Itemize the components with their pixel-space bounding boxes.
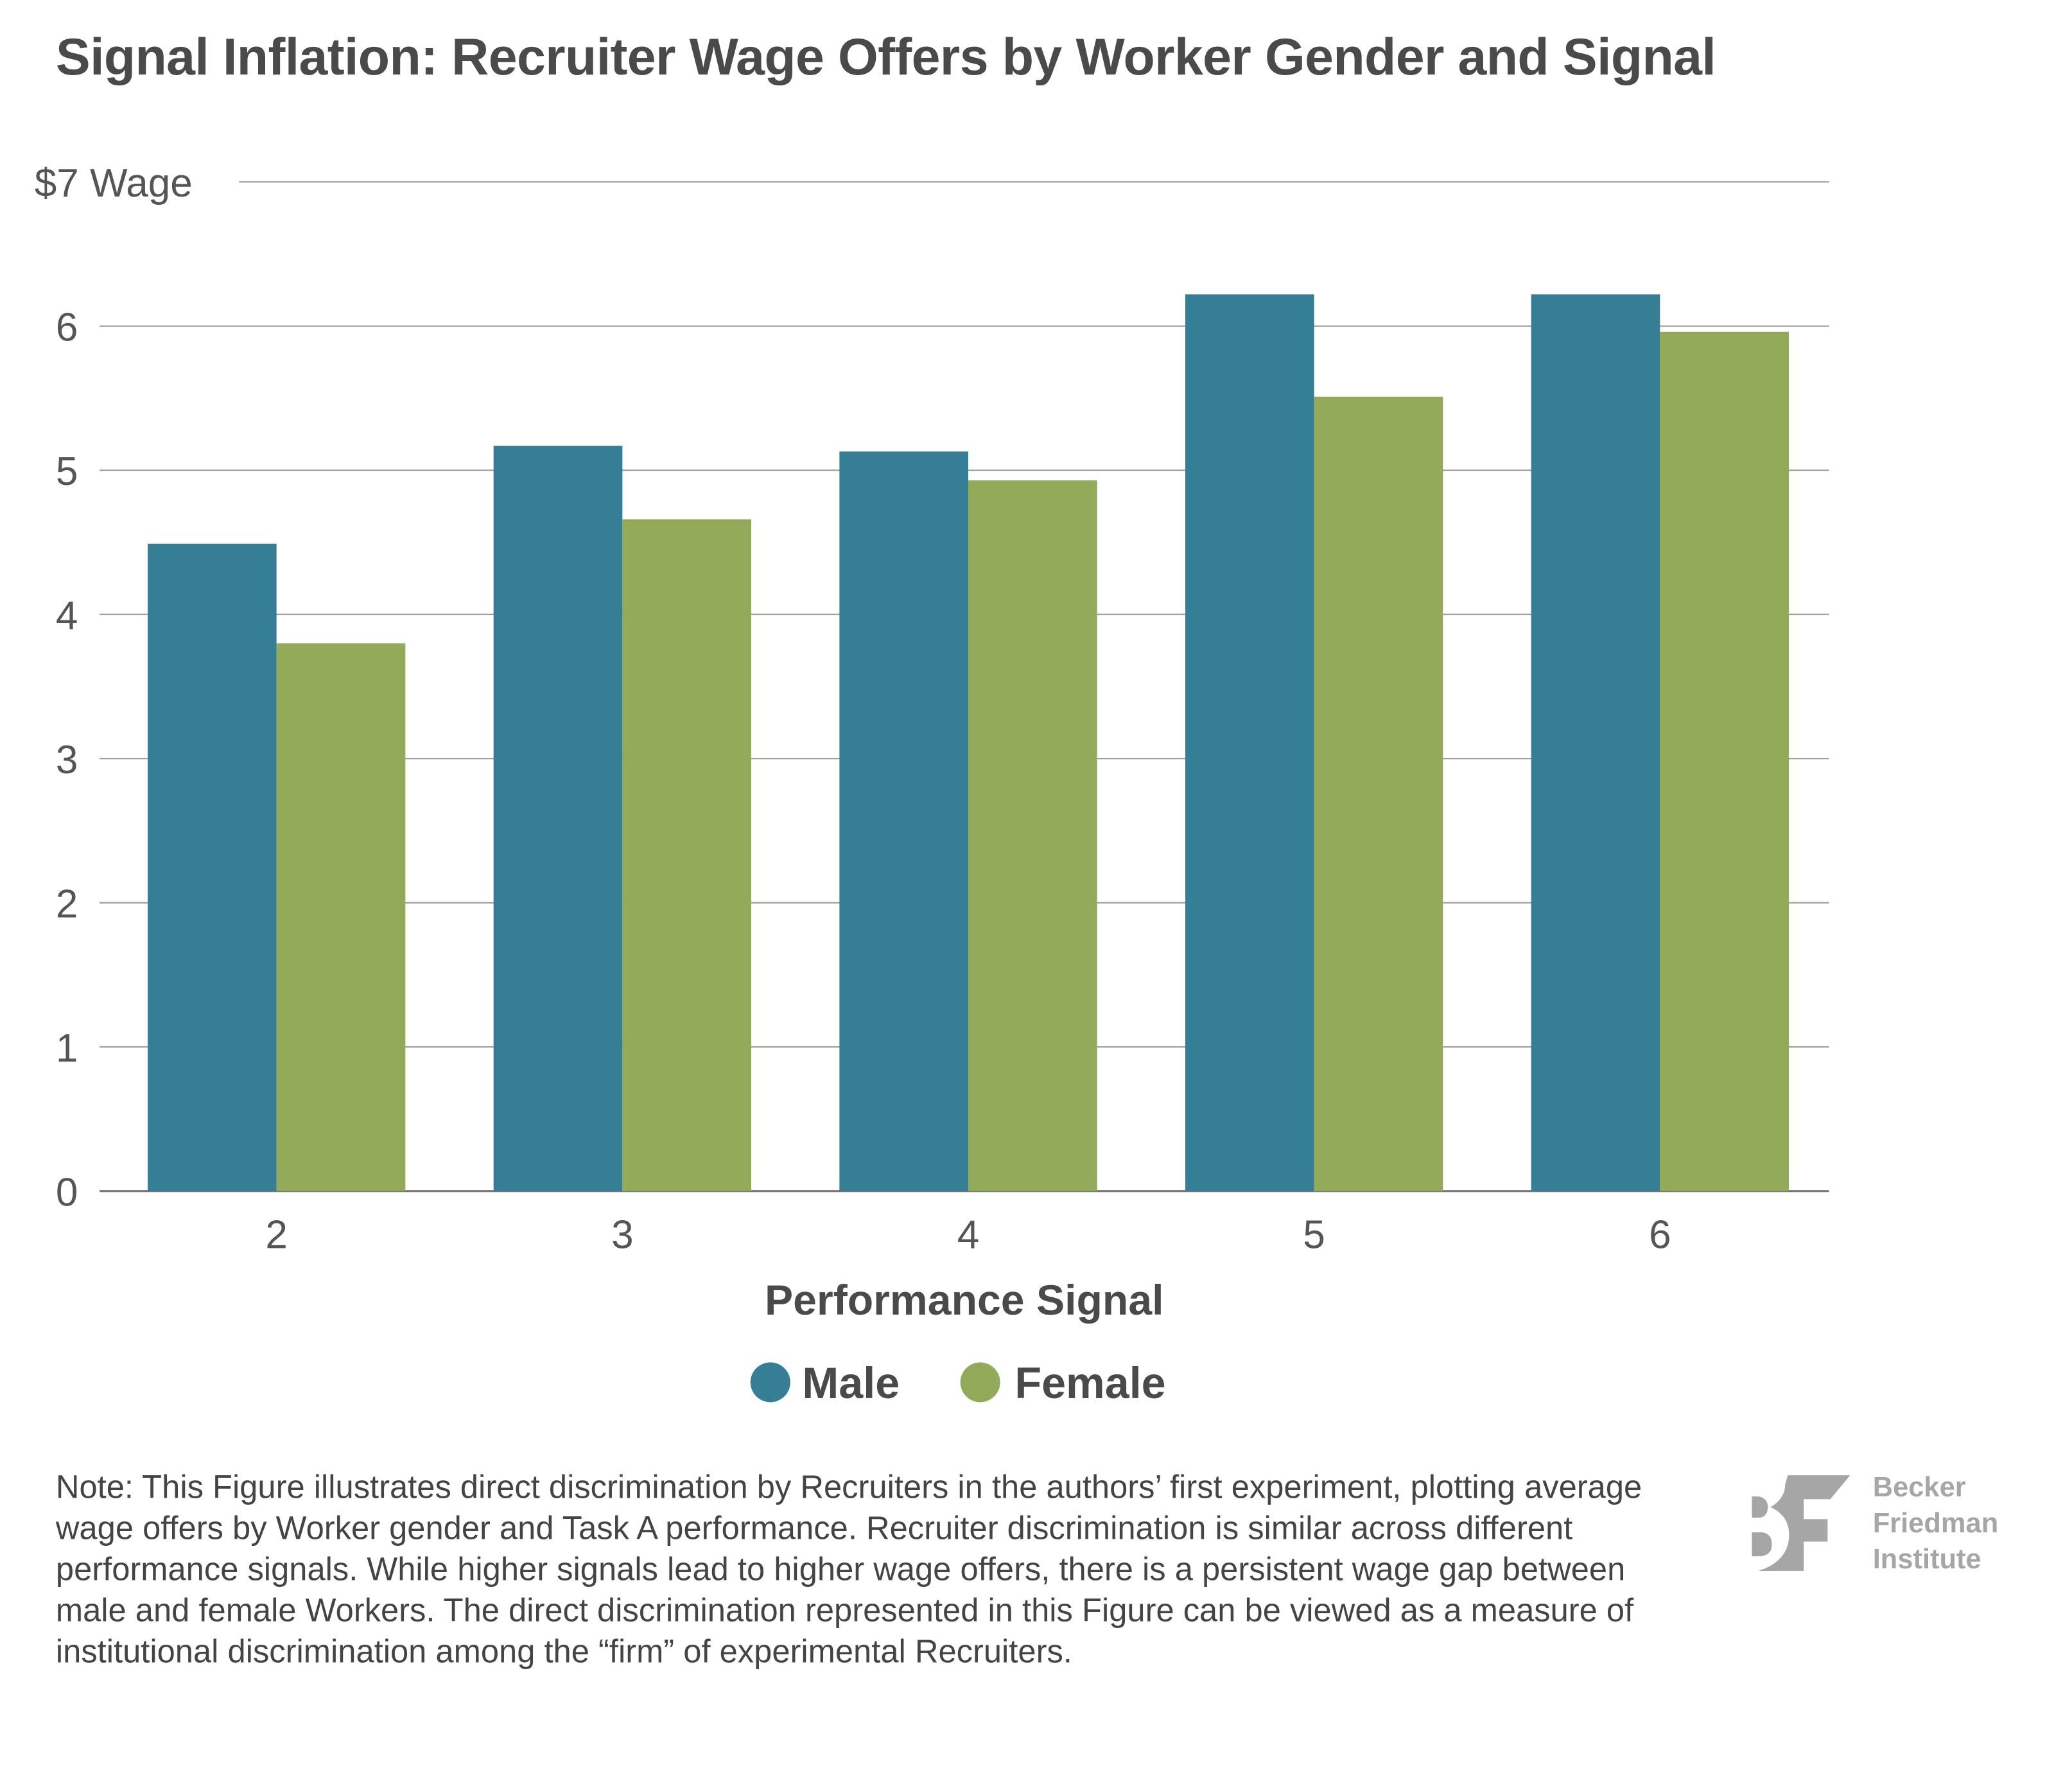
bar-female-5 xyxy=(1314,396,1443,1191)
y-tick-label: 4 xyxy=(56,593,78,638)
bfi-logo-text: Becker Friedman Institute xyxy=(1872,1472,1999,1575)
x-tick-label: 2 xyxy=(265,1213,288,1257)
bar-female-6 xyxy=(1660,331,1789,1191)
bar-female-4 xyxy=(968,480,1097,1191)
y-tick-label: 3 xyxy=(56,738,78,782)
bfi-logo-mark xyxy=(1752,1475,1850,1571)
footnote: Note: This Figure illustrates direct dis… xyxy=(55,1469,1642,1671)
x-tick-label: 5 xyxy=(1303,1213,1325,1257)
bar-female-3 xyxy=(622,519,752,1191)
y-axis-ticks: 0 1 2 3 4 5 6 $7 Wage xyxy=(35,161,193,1214)
x-tick-label: 3 xyxy=(611,1213,634,1257)
bar-female-2 xyxy=(276,643,406,1191)
x-tick-label: 6 xyxy=(1649,1213,1671,1257)
legend-marker-female xyxy=(960,1362,1000,1403)
y-tick-label: 0 xyxy=(56,1170,78,1214)
legend-label-female: Female xyxy=(1014,1359,1165,1408)
bar-male-3 xyxy=(493,446,623,1191)
legend: Male Female xyxy=(750,1359,1166,1408)
bars xyxy=(148,294,1789,1191)
chart-title: Signal Inflation: Recruiter Wage Offers … xyxy=(55,29,1716,87)
y-tick-label: 6 xyxy=(56,306,78,350)
bar-male-4 xyxy=(839,451,969,1191)
x-axis-ticks: 2 3 4 5 6 xyxy=(265,1213,1671,1257)
legend-marker-male xyxy=(750,1362,790,1403)
bar-male-5 xyxy=(1185,294,1314,1191)
y-tick-label: 5 xyxy=(56,450,78,494)
y-tick-label: 2 xyxy=(56,882,78,926)
y-tick-label: 1 xyxy=(56,1026,78,1071)
bar-male-2 xyxy=(148,543,277,1191)
x-axis-label: Performance Signal xyxy=(765,1277,1164,1324)
legend-label-male: Male xyxy=(802,1359,900,1408)
y-tick-label: $7 Wage xyxy=(35,161,193,206)
x-tick-label: 4 xyxy=(957,1213,980,1257)
bar-male-6 xyxy=(1531,294,1660,1191)
